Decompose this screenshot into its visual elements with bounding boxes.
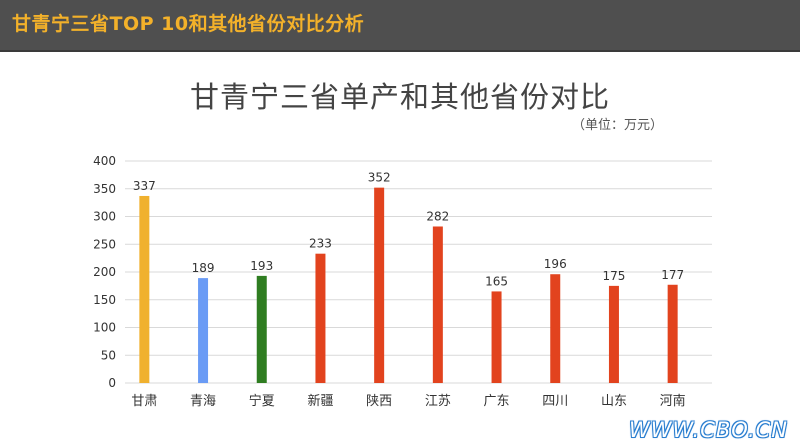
bar <box>667 284 678 383</box>
data-label: 352 <box>368 171 391 185</box>
x-tick-label: 新疆 <box>307 393 333 409</box>
y-tick-label: 400 <box>93 154 116 168</box>
bar <box>491 291 502 383</box>
y-tick-label: 150 <box>93 293 116 307</box>
data-label: 193 <box>250 259 273 273</box>
data-label: 337 <box>133 179 156 193</box>
chart-title: 甘青宁三省单产和其他省份对比 <box>189 80 610 114</box>
y-tick-label: 50 <box>101 348 116 362</box>
bar <box>198 278 209 383</box>
x-tick-label: 江苏 <box>425 393 451 409</box>
x-tick-label: 广东 <box>484 394 510 409</box>
data-label: 196 <box>544 257 567 271</box>
x-tick-label: 山东 <box>601 394 627 409</box>
data-label: 177 <box>661 268 684 282</box>
y-tick-label: 100 <box>93 321 116 335</box>
bar <box>608 285 619 383</box>
y-tick-label: 200 <box>93 265 116 279</box>
data-label: 189 <box>192 261 215 275</box>
bar <box>432 226 443 383</box>
x-tick-label: 陕西 <box>366 394 392 409</box>
data-label: 175 <box>602 269 625 283</box>
header-title: 甘青宁三省TOP 10和其他省份对比分析 <box>12 13 365 35</box>
x-tick-label: 宁夏 <box>249 393 275 409</box>
watermark: WWW.CBO.CN <box>628 418 788 442</box>
bar <box>139 195 150 383</box>
y-tick-label: 0 <box>108 376 116 390</box>
data-label: 233 <box>309 237 332 251</box>
y-tick-label: 300 <box>93 210 116 224</box>
x-tick-label: 四川 <box>542 394 568 409</box>
unit-note: （单位：万元） <box>572 118 664 133</box>
y-tick-label: 350 <box>93 182 116 196</box>
header-bar: 甘青宁三省TOP 10和其他省份对比分析 <box>0 0 800 52</box>
x-tick-label: 河南 <box>660 393 686 409</box>
data-label: 165 <box>485 274 508 288</box>
x-tick-label: 青海 <box>190 394 216 409</box>
y-tick-label: 250 <box>93 237 116 251</box>
bar <box>315 253 326 383</box>
bar <box>550 274 561 383</box>
bar <box>256 275 267 383</box>
data-label: 282 <box>426 209 449 223</box>
bar <box>374 187 385 383</box>
x-tick-label: 甘肃 <box>131 394 157 409</box>
